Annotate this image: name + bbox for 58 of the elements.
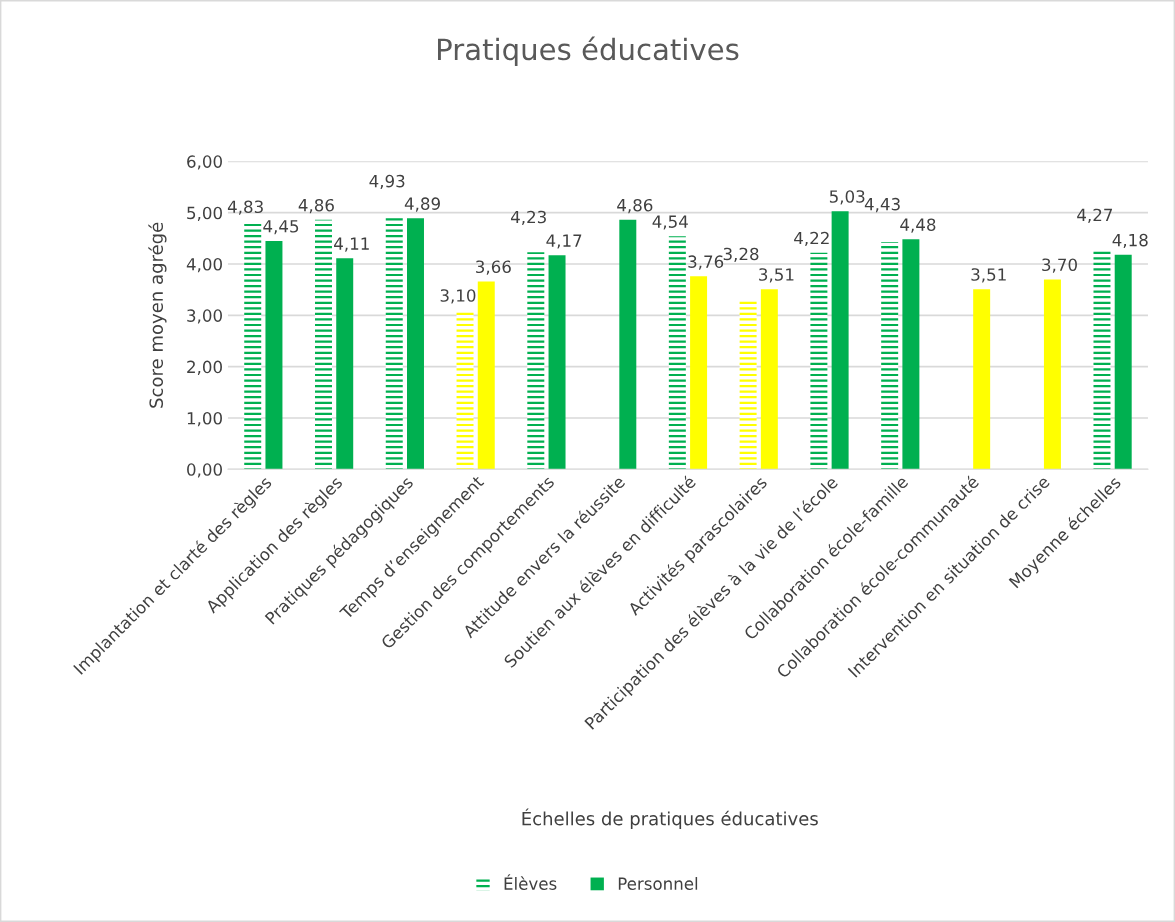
bar [456, 310, 474, 470]
bar [548, 255, 566, 470]
data-label: 4,45 [263, 220, 299, 235]
data-label: 3,51 [759, 268, 794, 283]
data-label: 3,51 [971, 268, 1006, 283]
data-label: 4,27 [1077, 208, 1113, 223]
data-label: 4,23 [510, 210, 546, 225]
bar [407, 218, 424, 470]
bar [315, 219, 332, 470]
bar [739, 300, 757, 470]
bar [265, 240, 283, 470]
bar [336, 258, 354, 470]
bar [385, 216, 403, 470]
data-label: 3,76 [688, 255, 724, 270]
bar [973, 289, 991, 470]
bar [1093, 250, 1111, 470]
bar [527, 252, 545, 470]
data-label: 4,83 [227, 200, 263, 215]
bar [810, 252, 828, 470]
y-tick-label: 5,00 [187, 206, 222, 221]
bar [477, 281, 495, 470]
data-label: 5,03 [829, 190, 865, 205]
data-label: 4,17 [546, 234, 582, 249]
y-tick-label: 0,00 [187, 463, 222, 478]
data-label: 4,18 [1112, 233, 1148, 249]
data-label: 3,10 [440, 289, 476, 304]
bar [690, 276, 708, 470]
y-tick-label: 6,00 [187, 155, 222, 170]
data-label: 4,89 [404, 197, 440, 212]
y-tick-label: 3,00 [187, 309, 222, 324]
data-label: 3,66 [476, 260, 511, 275]
chart-title: Pratiques éducatives [438, 36, 739, 66]
y-axis-title: Score moyen agrégé [148, 222, 167, 408]
bar [244, 221, 262, 470]
x-axis-title: Échelles de pratiques éducatives [522, 808, 818, 829]
bar [760, 289, 778, 470]
data-label: 4,86 [617, 198, 653, 214]
bar [1043, 279, 1061, 470]
data-label: 4,93 [369, 174, 405, 190]
bar [619, 219, 637, 470]
data-label: 4,22 [794, 231, 829, 247]
data-label: 3,70 [1042, 258, 1077, 273]
data-label: 4,48 [900, 218, 936, 233]
data-label: 4,11 [334, 237, 369, 252]
bar [831, 211, 849, 470]
data-label: 4,43 [864, 197, 900, 213]
data-label: 4,54 [652, 215, 688, 230]
data-label: 4,86 [298, 198, 334, 214]
bar [668, 236, 686, 470]
bar [1114, 254, 1132, 470]
y-tick-label: 2,00 [187, 360, 222, 375]
data-label: 3,28 [723, 247, 759, 262]
legend-label: Élèves [504, 874, 557, 890]
bar [881, 241, 899, 470]
legend-label: Personnel [618, 877, 698, 890]
bar [902, 239, 920, 470]
y-tick-label: 4,00 [186, 257, 222, 273]
y-tick-label: 1,00 [187, 411, 222, 427]
